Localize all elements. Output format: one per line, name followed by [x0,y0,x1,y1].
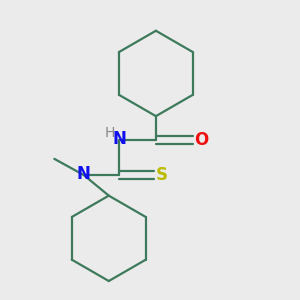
Text: N: N [112,130,126,148]
Text: H: H [104,126,115,140]
Text: O: O [194,131,208,149]
Text: N: N [77,165,91,183]
Text: S: S [156,166,168,184]
